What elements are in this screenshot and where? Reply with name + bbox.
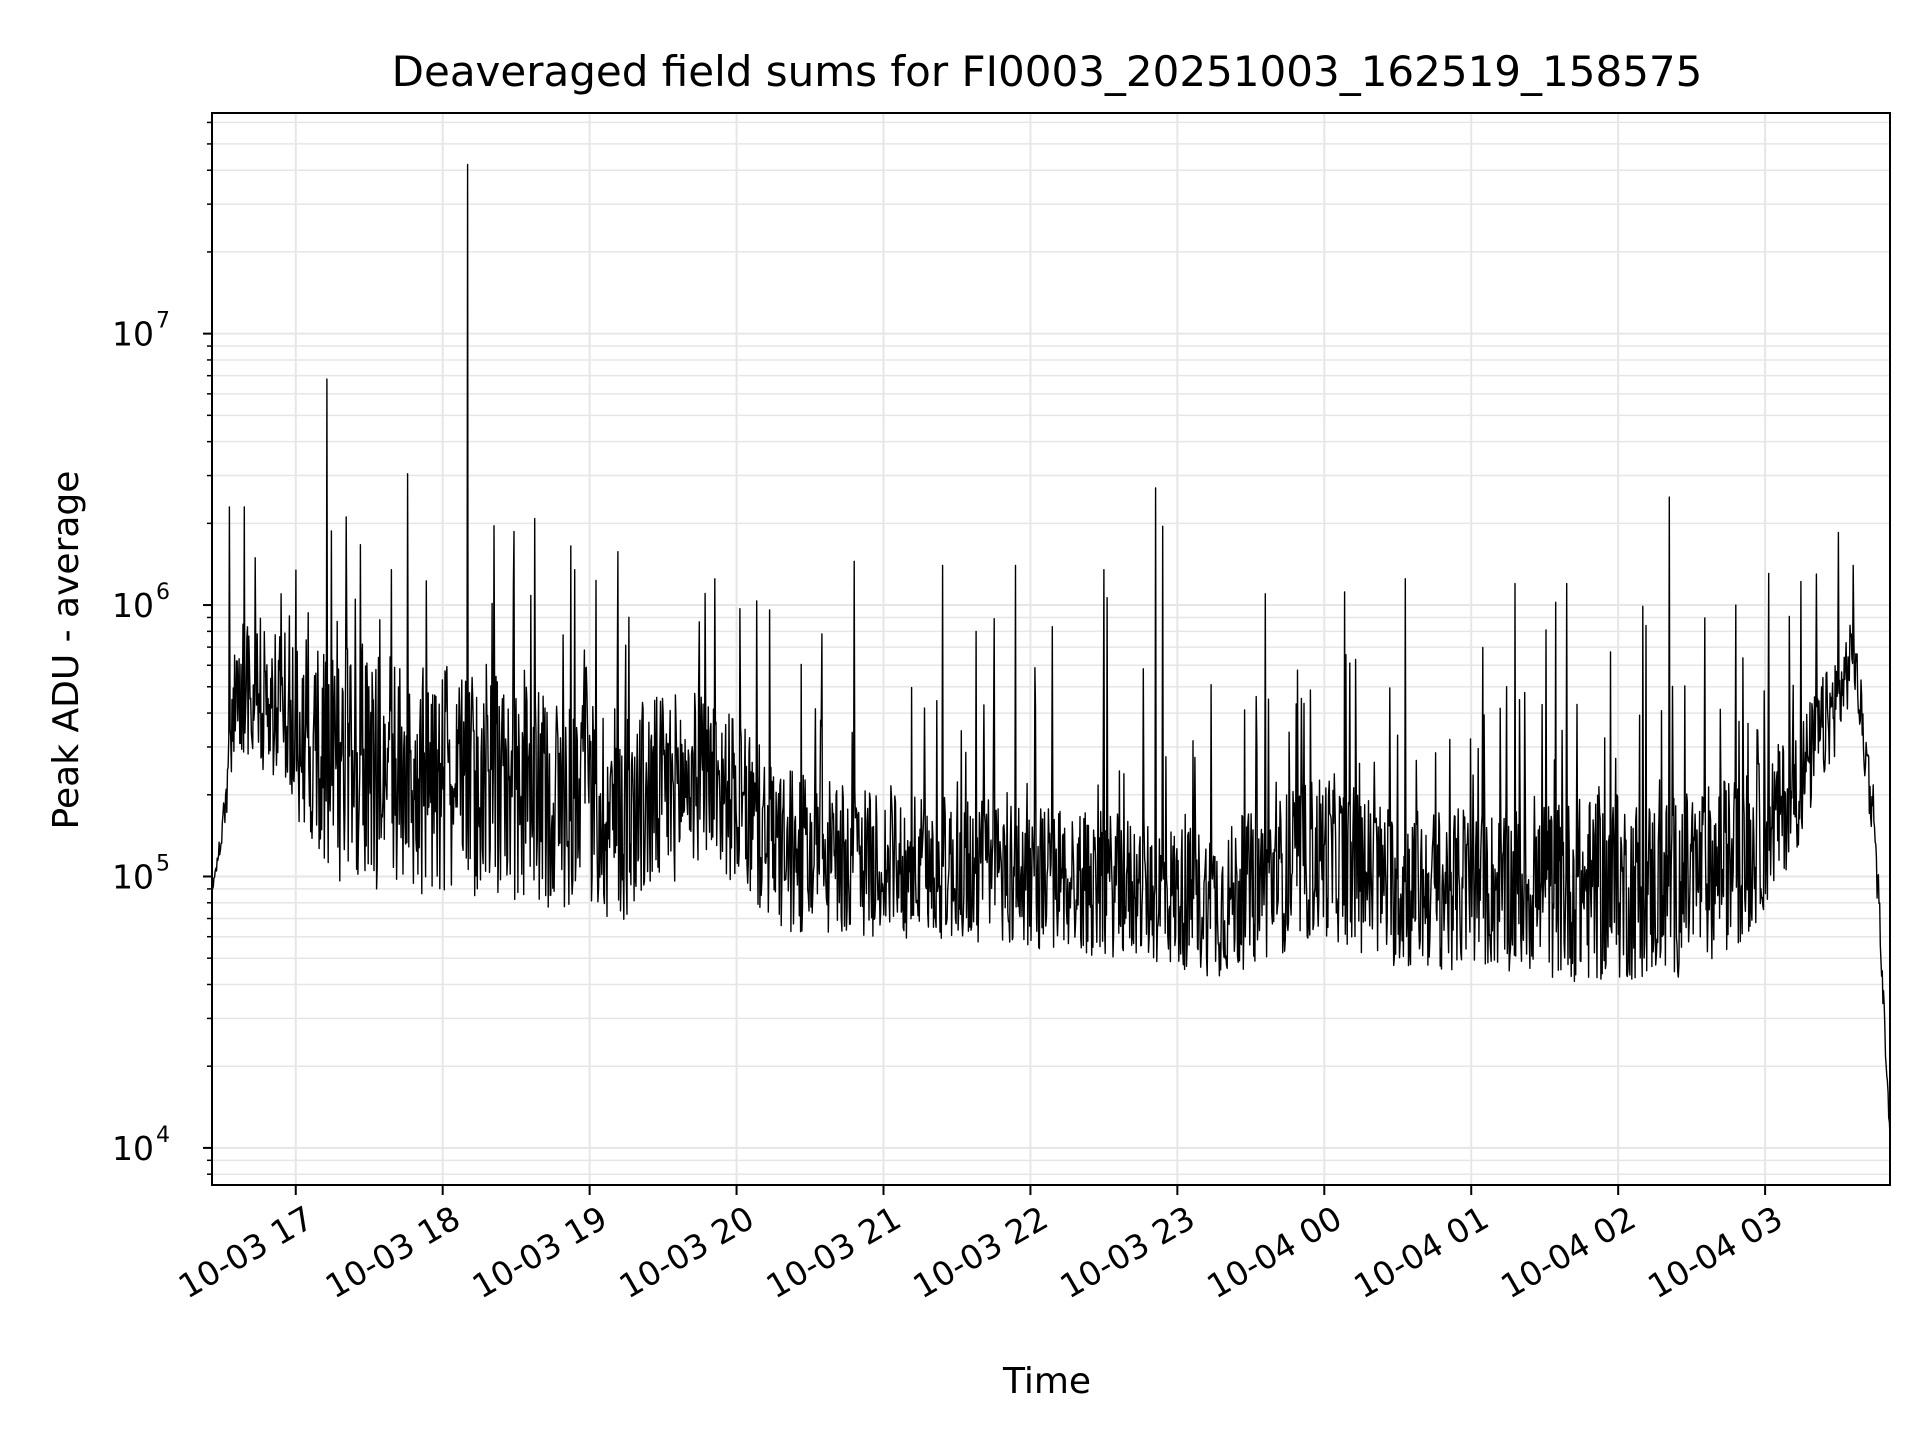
x-tick-label: 10-03 18	[319, 1198, 467, 1306]
x-tick-label: 10-03 23	[1053, 1198, 1201, 1306]
chart-title: Deaveraged field sums for FI0003_2025100…	[392, 47, 1703, 96]
x-tick-label: 10-03 21	[759, 1198, 907, 1306]
x-tick-label: 10-03 17	[172, 1198, 320, 1306]
x-tick-label: 10-04 03	[1641, 1198, 1789, 1306]
y-tick-label: 10	[112, 315, 154, 354]
x-tick-label: 10-03 20	[613, 1198, 761, 1306]
x-tick-label: 10-04 00	[1200, 1198, 1348, 1306]
grid-layer	[212, 113, 1890, 1185]
y-tick-exponent: 6	[156, 580, 170, 605]
series-line	[211, 163, 1891, 1138]
y-tick-label: 10	[112, 586, 154, 625]
y-tick-exponent: 5	[156, 851, 170, 876]
x-tick-label: 10-03 22	[906, 1198, 1054, 1306]
y-tick-exponent: 4	[156, 1123, 170, 1148]
plot-frame	[211, 112, 1891, 1186]
x-tick-label: 10-04 02	[1494, 1198, 1642, 1306]
y-tick-label: 10	[112, 1129, 154, 1168]
y-tick-exponent: 7	[156, 309, 170, 334]
x-tick-label: 10-03 19	[466, 1198, 614, 1306]
y-tick-label: 10	[112, 857, 154, 896]
y-axis-label: Peak ADU - average	[46, 471, 87, 830]
series-layer	[211, 163, 1891, 1138]
x-tick-label: 10-04 01	[1347, 1198, 1495, 1306]
x-axis-label: Time	[1002, 1361, 1091, 1402]
